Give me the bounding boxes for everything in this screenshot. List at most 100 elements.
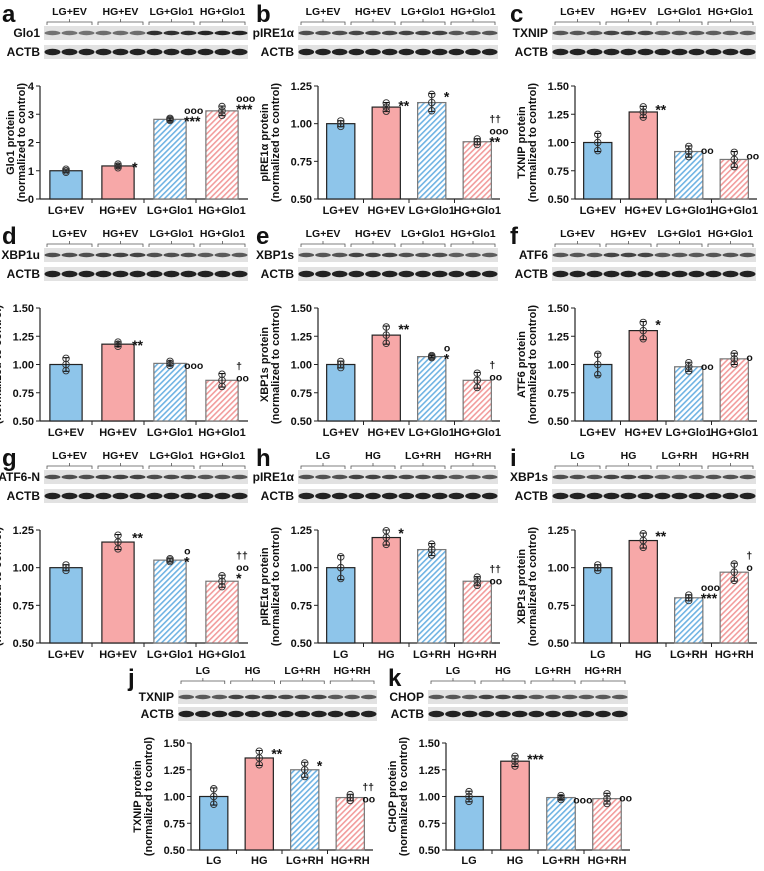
actb-blot (44, 45, 248, 59)
blot-band (146, 474, 163, 480)
blot-band (228, 710, 244, 718)
blot-background (178, 690, 377, 704)
bar-lg-glo1 (153, 118, 187, 200)
data-point (473, 577, 482, 585)
blot-band (637, 270, 654, 278)
group-bracket (430, 678, 476, 684)
y-tick-label: 1.00 (291, 360, 312, 372)
blot-band (178, 694, 195, 700)
significance-marker: o (444, 342, 450, 354)
data-point (62, 360, 70, 369)
error-bar (640, 105, 647, 119)
blot-band (603, 252, 620, 258)
blot-band (428, 710, 445, 718)
data-point (639, 103, 648, 111)
data-point (594, 370, 602, 379)
significance-marker: ooo (701, 582, 720, 594)
blot-band (129, 270, 146, 278)
blot-band (569, 48, 586, 56)
panel-j: j LG HG LG+RH HG+RH TXNIP ACTB 0.50 0.75 1.00 1.25… (127, 665, 377, 867)
blot-band (298, 48, 315, 56)
blot-band (552, 48, 569, 56)
blot-group-label: HG+Glo1 (450, 6, 495, 18)
blot-band (344, 710, 360, 718)
bar-lg-ev (49, 363, 83, 422)
blot-band (465, 252, 481, 258)
blot-band (112, 492, 129, 500)
x-category-label: HG+RH (331, 855, 370, 866)
blot-band (95, 474, 112, 480)
data-point (473, 383, 482, 392)
blot-background (552, 470, 756, 484)
bar-lg-rh (290, 769, 320, 851)
data-point (685, 591, 693, 599)
y-tick-label: 1 (28, 166, 34, 178)
y-axis-title: pIRE1α protein (normalized to control) (259, 83, 282, 203)
blot-band (481, 492, 498, 500)
data-point (346, 790, 355, 799)
x-category-label: HG+RH (715, 649, 754, 661)
panel-b: b LG+EV HG+EV LG+Glo1 HG+Glo1pIRE1αACTB0.500… (253, 1, 509, 217)
protein-blot (298, 248, 498, 262)
blot-band (569, 30, 586, 36)
data-point (639, 326, 648, 335)
blot-band (327, 710, 344, 718)
blot-band (586, 270, 603, 278)
data-point (594, 146, 602, 155)
blot-band (231, 252, 248, 258)
blot-group-label: HG+Glo1 (200, 228, 245, 240)
blot-band (146, 252, 163, 258)
blot-band (381, 474, 398, 480)
blot-group-label: LG+EV (52, 450, 87, 462)
blot-band (611, 710, 628, 718)
blot-band (112, 48, 129, 56)
blot-band (586, 30, 603, 36)
blot-band (654, 474, 671, 480)
bar-hg-rh (335, 796, 365, 851)
significance-marker: oo (489, 371, 502, 383)
y-tick-label: 0.75 (548, 600, 569, 612)
y-axis-title: ATF6-N protein(normalized to control) (0, 527, 4, 647)
bar-lg-glo1 (153, 559, 187, 644)
significance-marker: † (236, 361, 242, 373)
data-point (557, 795, 565, 804)
protein-blot (552, 470, 756, 484)
data-point (218, 572, 226, 580)
x-category-label: HG+EV (624, 427, 662, 439)
actb-blot (552, 45, 756, 59)
blot-band (561, 710, 578, 718)
x-category-label: LG+Glo1 (147, 205, 193, 217)
blot-band (481, 474, 498, 480)
blot-band (478, 710, 495, 718)
panel-letter: f (510, 223, 519, 250)
blot-band (381, 48, 398, 56)
data-point (473, 376, 482, 385)
data-point (465, 792, 473, 801)
blot-group-label: LG+RH (662, 450, 698, 462)
actb-blot (44, 267, 248, 281)
blot-band (722, 30, 739, 36)
bar-hg-glo1 (462, 141, 492, 200)
blot-band (197, 30, 214, 36)
significance-marker: oo (701, 361, 714, 373)
blot-band (381, 270, 398, 278)
blot-group-label: LG (316, 450, 331, 462)
blot-background (178, 707, 377, 721)
blot-band (298, 492, 315, 500)
significance-marker: oo (701, 145, 714, 157)
blot-band (315, 252, 331, 258)
y-axis-title-line1: TXNIP protein (132, 760, 144, 833)
bar-hg (628, 539, 658, 644)
y-axis-title: Glo1 protein (normalized to control) (5, 83, 28, 203)
blot-group-label: LG+EV (52, 228, 87, 240)
blot-group-label: LG+Glo1 (149, 450, 193, 462)
y-tick-label: 0.75 (291, 388, 312, 400)
data-point (62, 366, 70, 375)
blot-band (688, 474, 705, 480)
group-bracket (656, 463, 703, 469)
blot-band (415, 492, 431, 500)
blot-band (578, 694, 595, 700)
group-bracket (148, 19, 195, 25)
blot-band (146, 492, 163, 500)
blot-band (398, 474, 415, 480)
